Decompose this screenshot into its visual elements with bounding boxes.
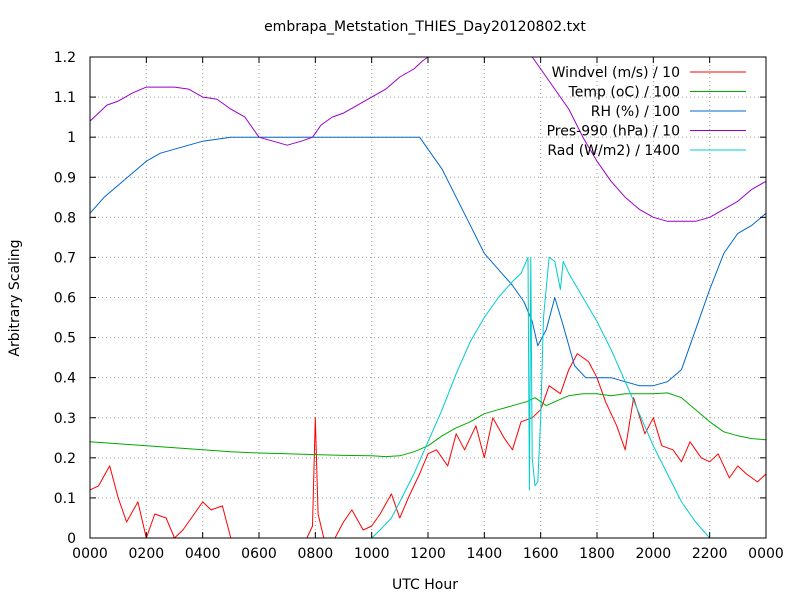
x-tick-label: 1400 <box>467 546 503 562</box>
x-tick-label: 0000 <box>748 546 784 562</box>
x-axis-label: UTC Hour <box>392 577 458 593</box>
y-axis-label: Arbitrary Scaling <box>7 239 23 356</box>
y-tick-label: 0.1 <box>54 491 76 507</box>
grid <box>90 57 766 538</box>
chart-title: embrapa_Metstation_THIES_Day20120802.txt <box>264 19 586 35</box>
x-tick-label: 0400 <box>185 546 221 562</box>
y-tick-label: 0.5 <box>54 331 76 347</box>
series-line-2 <box>90 392 766 458</box>
legend-label-3: RH (%) / 100 <box>591 104 680 120</box>
x-tick-label: 2000 <box>636 546 672 562</box>
legend-label-2: Temp (oC) / 100 <box>568 85 680 101</box>
x-tick-label: 2200 <box>692 546 728 562</box>
x-tick-label: 0000 <box>72 546 108 562</box>
x-tick-label: 0600 <box>241 546 277 562</box>
y-tick-label: 0.7 <box>54 250 76 266</box>
series-lines <box>90 57 766 538</box>
x-tick-label: 0200 <box>129 546 165 562</box>
series-line-1 <box>90 353 766 538</box>
y-tick-label: 1 <box>67 130 76 146</box>
legend-label-5: Rad (W/m2) / 1400 <box>547 143 680 159</box>
x-tick-label: 1000 <box>354 546 390 562</box>
x-tick-label: 0800 <box>298 546 334 562</box>
y-tick-label: 0.3 <box>54 411 76 427</box>
y-tick-label: 0 <box>67 531 76 547</box>
series-line-5 <box>90 256 766 538</box>
y-tick-label: 0.8 <box>54 210 76 226</box>
legend-label-4: Pres-990 (hPa) / 10 <box>547 124 680 140</box>
legend: Windvel (m/s) / 10 Temp (oC) / 100 RH (%) … <box>547 65 746 159</box>
y-tick-label: 0.4 <box>54 371 76 387</box>
series-line-3 <box>90 136 766 387</box>
y-tick-label: 1.1 <box>54 90 76 106</box>
x-tick-label: 1800 <box>579 546 615 562</box>
axis-ticks: 0000 0200 0400 0600 0800 1000 1200 1400 1600 1800… <box>54 50 784 562</box>
series-line-4 <box>90 57 766 222</box>
legend-label-1: Windvel (m/s) / 10 <box>552 65 680 81</box>
x-tick-label: 1200 <box>410 546 446 562</box>
y-tick-label: 1.2 <box>54 50 76 66</box>
y-tick-label: 0.2 <box>54 451 76 467</box>
y-tick-label: 0.9 <box>54 170 76 186</box>
x-tick-label: 1600 <box>523 546 559 562</box>
y-tick-label: 0.6 <box>54 291 76 307</box>
